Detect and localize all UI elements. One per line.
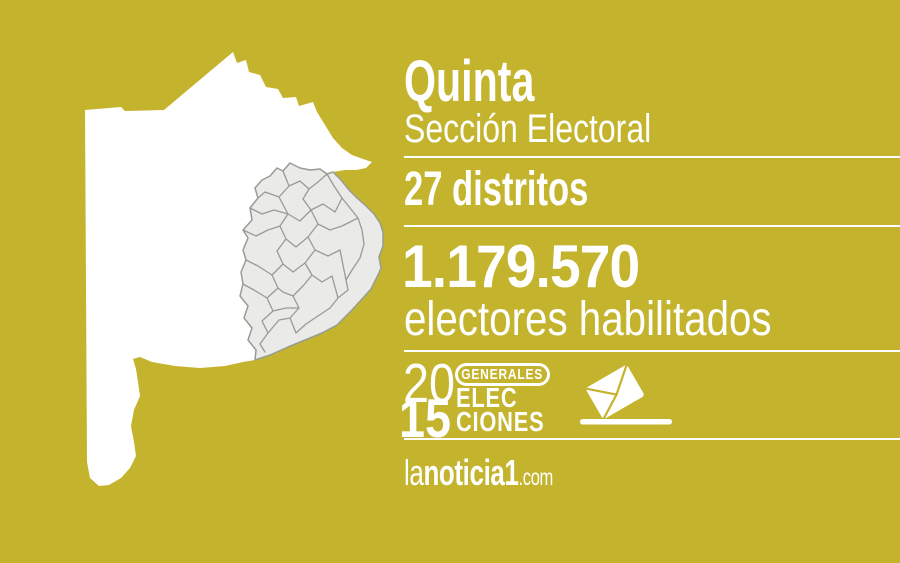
province-silhouette (85, 52, 383, 486)
divider-line (404, 156, 900, 158)
electors-label: electores habilitados (404, 293, 772, 346)
section-subtitle: Sección Electoral (404, 107, 652, 151)
quinta-section-highlight (239, 162, 384, 361)
divider-line (404, 225, 900, 227)
divider-line (404, 438, 900, 440)
section-title: Quinta (404, 49, 535, 114)
brand-suffix: .com (518, 464, 554, 490)
district-borders (242, 170, 365, 353)
brand-prefix: la (404, 452, 424, 493)
districts-count: 27 distritos (404, 163, 589, 216)
brand-logo: lanoticia1.com (404, 455, 553, 491)
divider-line (404, 350, 900, 352)
brand-name: noticia1 (423, 452, 519, 493)
electors-count: 1.179.570 (402, 233, 640, 300)
